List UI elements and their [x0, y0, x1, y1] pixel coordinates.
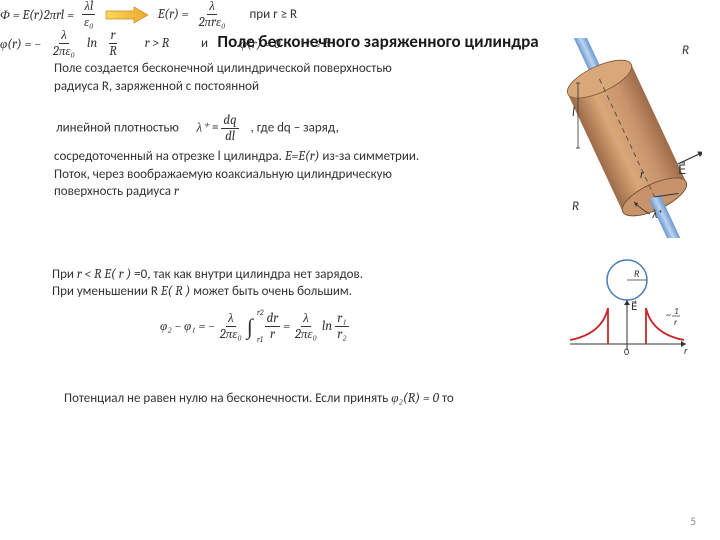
ln: ln — [322, 319, 332, 334]
text: линейной плотностью — [56, 121, 179, 136]
svg-text:1: 1 — [674, 306, 679, 317]
integral-sign: ∫ — [247, 314, 253, 339]
r-over-R-frac: r R — [107, 29, 118, 58]
label-R-bottom: R — [572, 199, 579, 214]
label-R-top: R — [682, 43, 689, 58]
svg-text:~: ~ — [666, 308, 671, 321]
text: =0, так как внутри цилиндра нет зарядов. — [134, 267, 363, 282]
linear-density-line: линейной плотностью λ⁺ = dq dl , где dq … — [56, 114, 456, 143]
upper: r2 — [257, 308, 264, 319]
cond: r < R E( r ) — [77, 267, 131, 282]
num: λ — [59, 29, 69, 44]
text: При — [52, 267, 77, 282]
mid: E(r) = — [158, 7, 189, 22]
lhs: φ(r) = − — [0, 36, 41, 52]
equals: = — [212, 121, 221, 136]
lambda-2pieps-frac-3: λ 2πε₀ — [51, 29, 77, 58]
lambda-2pir-eps-frac: λ 2πrε₀ — [197, 0, 228, 29]
dr-r-frac: dr r — [265, 312, 281, 341]
den: 2πε₀ — [293, 327, 319, 341]
integral: ∫ r2 r1 — [247, 312, 253, 342]
lambda-symbol: λ⁺ — [197, 121, 210, 136]
eq: = — [283, 319, 293, 334]
inside-paragraph: При r < R E( r ) =0, так как внутри цили… — [52, 266, 472, 284]
num: r — [109, 29, 118, 44]
num: λ — [226, 312, 236, 327]
cylinder-diagram: R l r E⃗ R λ⁺ — [552, 38, 702, 238]
den: r — [268, 327, 277, 341]
den: 2πrε₀ — [197, 15, 228, 29]
num: λ — [301, 312, 311, 327]
arrow-icon — [104, 6, 150, 24]
den: ε₀ — [82, 15, 96, 29]
small-r-paragraph: При уменьшении R E( R ) может быть очень… — [52, 283, 472, 301]
num: r₁ — [335, 312, 348, 327]
num: dr — [265, 312, 281, 327]
den: dl — [223, 129, 237, 143]
svg-text:r: r — [684, 344, 688, 357]
label-l: l — [572, 105, 575, 120]
lambda-2pieps-frac: λ 2πε₀ — [218, 312, 244, 341]
lambda-l-eps-frac: λl ε₀ — [82, 0, 96, 29]
den: r₂ — [335, 327, 348, 341]
num: dq — [221, 114, 238, 129]
lhs: φ₂ − φ₁ = − — [160, 319, 215, 334]
lhs: Φ = E(r)2πrl = — [0, 7, 74, 23]
potential-integral: φ₂ − φ₁ = − λ 2πε₀ ∫ r2 r1 dr r = λ 2πε₀… — [160, 312, 349, 342]
svg-text:R: R — [634, 267, 640, 280]
lambda-2pieps-frac-2: λ 2πε₀ — [293, 312, 319, 341]
lower: r1 — [257, 335, 263, 346]
text: сосредоточенный на отрезке l цилиндра. — [54, 149, 285, 164]
label-lambda: λ⁺ — [652, 208, 663, 222]
page-number: 5 — [690, 515, 696, 528]
phi2-zero: φ₂(R) = 0 — [391, 391, 439, 406]
num: λl — [82, 0, 95, 15]
dq-dl-fraction: dq dl — [221, 114, 238, 143]
num: λ — [207, 0, 217, 15]
den: 2πε₀ — [51, 44, 77, 58]
label-E: E⃗ — [678, 162, 686, 178]
svg-text:0: 0 — [624, 345, 629, 358]
flux-equation: Φ = E(r)2πrl = λl ε₀ E(r) = λ 2πrε₀ при … — [0, 0, 420, 29]
cond1: r > R — [145, 36, 170, 51]
text: При уменьшении R — [52, 284, 161, 299]
den: R — [107, 44, 118, 58]
text: может быть очень большим. — [193, 284, 352, 299]
page-title: Поле бесконечного заряженного цилиндра — [178, 32, 578, 52]
condition: при r ≥ R — [250, 7, 298, 22]
field-graph: R 0 E⃗ r ~ 1 r — [562, 252, 692, 362]
r-var: r — [174, 184, 179, 199]
e-of-r: E=E(r) — [285, 149, 322, 164]
ln: ln — [87, 36, 97, 51]
svg-text:E⃗: E⃗ — [631, 300, 637, 313]
text: Потенциал не равен нулю на бесконечности… — [64, 391, 391, 406]
e-of-big-r: E( R ) — [161, 284, 190, 299]
symmetry-paragraph: сосредоточенный на отрезке l цилиндра. E… — [54, 148, 454, 201]
text: то — [442, 391, 454, 406]
den: 2πε₀ — [218, 327, 244, 341]
svg-text:r: r — [674, 317, 678, 328]
potential-infinity-paragraph: Потенциал не равен нулю на бесконечности… — [64, 390, 624, 408]
intro-paragraph: Поле создается бесконечной цилиндрическо… — [54, 60, 414, 95]
r1-r2-frac: r₁ r₂ — [335, 312, 348, 341]
text: , где dq – заряд, — [251, 121, 339, 136]
